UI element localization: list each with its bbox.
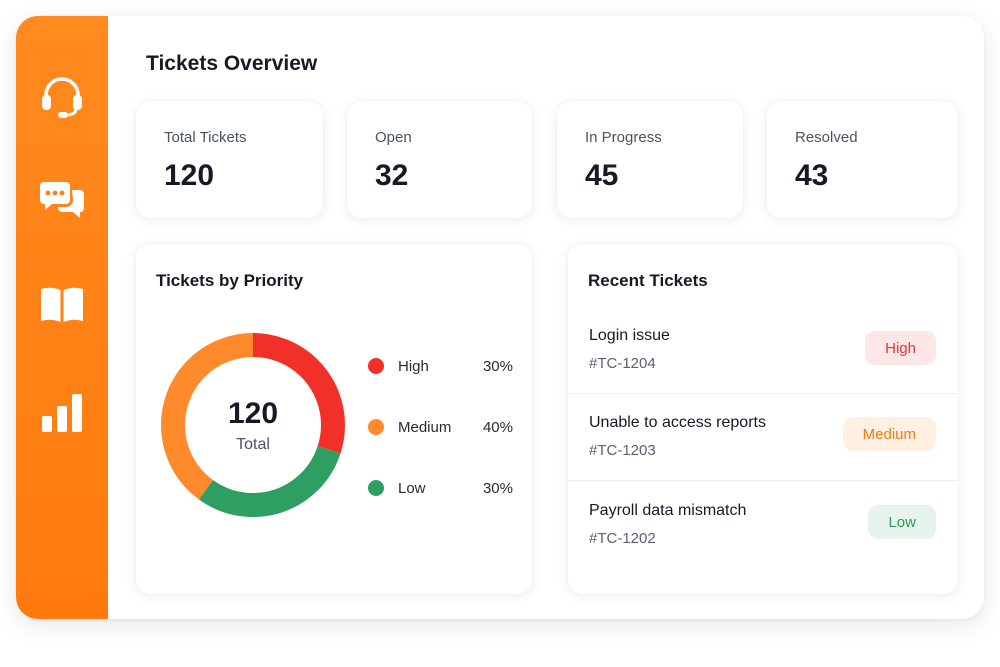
donut-slice-low (161, 333, 345, 517)
sidebar-item-chat[interactable] (34, 172, 90, 228)
dashboard-window: Tickets Overview Total Tickets 120 Open … (16, 16, 984, 619)
divider (568, 393, 958, 394)
ticket-row[interactable]: Unable to access reports #TC-1203 Medium (568, 414, 958, 502)
recent-tickets-card: Recent Tickets Login issue #TC-1204 High… (568, 244, 958, 594)
stat-label: Open (375, 129, 412, 146)
ticket-title: Payroll data mismatch (589, 502, 747, 519)
donut-slice-medium (161, 333, 345, 517)
page-title: Tickets Overview (146, 52, 318, 75)
legend-label: Medium (398, 418, 452, 436)
legend-item-medium: Medium 40% (368, 415, 513, 439)
legend-dot-medium (368, 419, 384, 435)
divider (568, 480, 958, 481)
stat-label: In Progress (585, 129, 662, 146)
ticket-title: Login issue (589, 327, 670, 344)
bar-chart-icon (42, 394, 82, 432)
ticket-title: Unable to access reports (589, 414, 766, 431)
legend-dot-low (368, 480, 384, 496)
book-icon (41, 287, 83, 322)
main-content: Tickets Overview Total Tickets 120 Open … (108, 16, 984, 619)
legend-percent: 30% (482, 479, 513, 497)
stat-value: 43 (795, 159, 829, 192)
sidebar-item-support[interactable] (34, 68, 90, 124)
recent-tickets-title: Recent Tickets (588, 271, 708, 290)
stat-label: Resolved (795, 129, 858, 146)
priority-card: Tickets by Priority 120 Total High 30% M… (136, 244, 532, 594)
stat-value: 45 (585, 159, 619, 192)
donut-center: 120 Total (158, 330, 348, 520)
legend-item-low: Low 30% (368, 476, 513, 500)
stat-card-in-progress[interactable]: In Progress 45 (557, 101, 743, 218)
priority-badge-high: High (865, 331, 936, 365)
ticket-row[interactable]: Payroll data mismatch #TC-1202 Low (568, 502, 958, 590)
priority-donut-chart (161, 333, 345, 517)
stat-value: 32 (375, 159, 409, 192)
ticket-id: #TC-1203 (589, 442, 656, 459)
donut-total-value: 120 (227, 396, 279, 430)
stat-card-resolved[interactable]: Resolved 43 (767, 101, 958, 218)
priority-badge-medium: Medium (842, 417, 936, 451)
ticket-id: #TC-1204 (589, 355, 656, 372)
legend-percent: 30% (482, 357, 513, 375)
legend-dot-high (368, 358, 384, 374)
stat-value: 120 (164, 159, 215, 192)
headset-icon (42, 77, 82, 118)
ticket-id: #TC-1202 (589, 530, 656, 547)
stat-card-open[interactable]: Open 32 (347, 101, 532, 218)
sidebar-item-knowledge-base[interactable] (34, 276, 90, 332)
ticket-row[interactable]: Login issue #TC-1204 High (568, 327, 958, 415)
donut-total-label: Total (236, 435, 270, 453)
priority-badge-low: Low (868, 505, 936, 539)
legend-label: High (398, 357, 429, 375)
chat-bubbles-icon (39, 182, 84, 218)
stat-card-total-tickets[interactable]: Total Tickets 120 (136, 101, 323, 218)
legend-percent: 40% (482, 418, 513, 436)
sidebar (16, 16, 108, 619)
legend-label: Low (398, 479, 426, 497)
priority-title: Tickets by Priority (156, 271, 304, 290)
stat-label: Total Tickets (164, 129, 247, 146)
sidebar-item-reports[interactable] (34, 384, 90, 440)
legend-item-high: High 30% (368, 354, 513, 378)
